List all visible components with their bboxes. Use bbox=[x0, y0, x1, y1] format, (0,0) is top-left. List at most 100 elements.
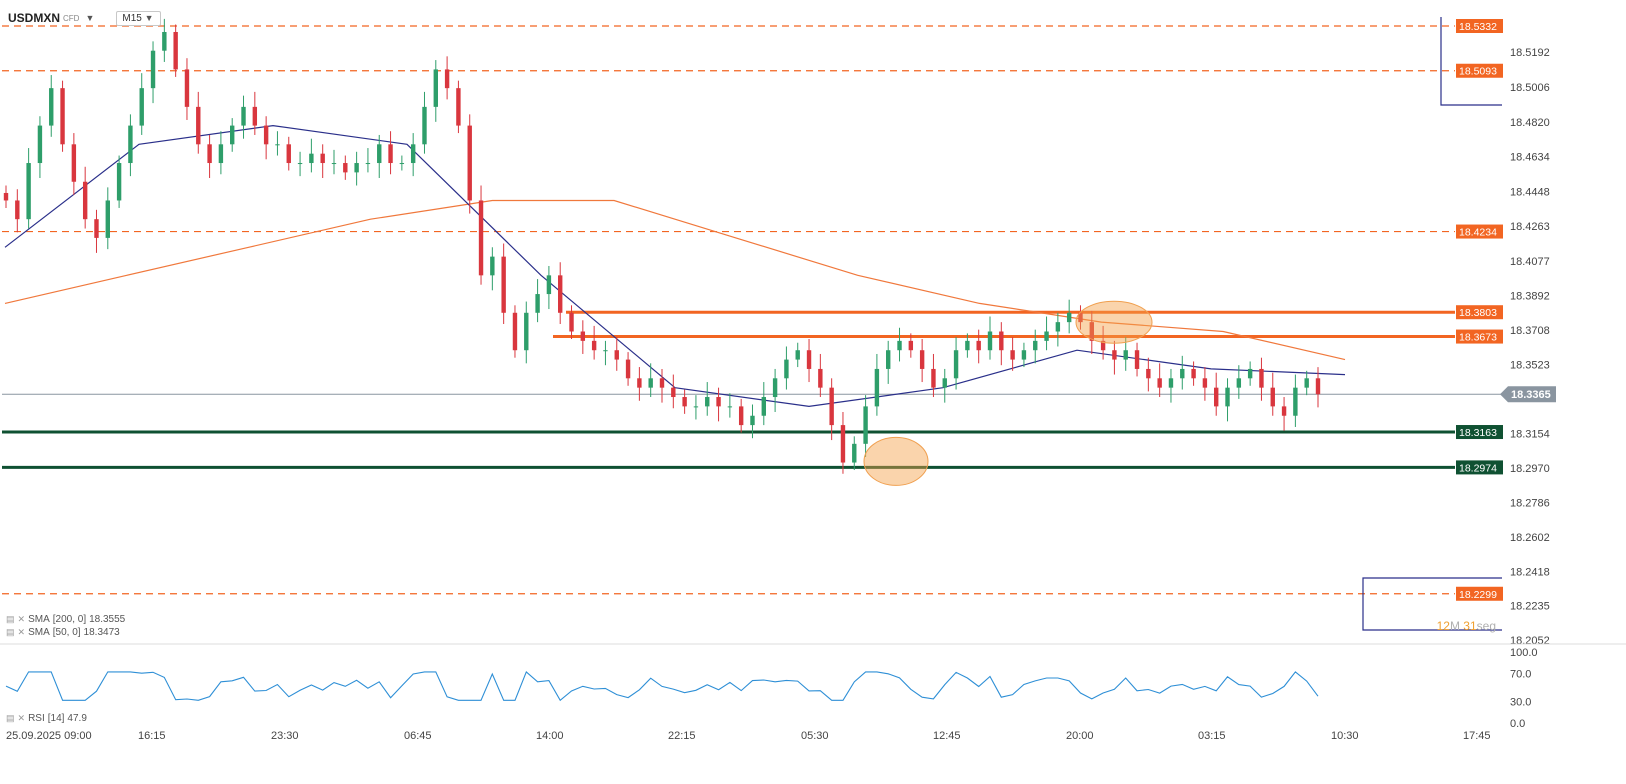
caret-down-icon[interactable]: ▼ bbox=[85, 13, 95, 23]
candle-body bbox=[275, 144, 280, 146]
candle bbox=[1191, 361, 1196, 386]
candle bbox=[365, 148, 371, 173]
candle-body bbox=[886, 350, 891, 369]
candle bbox=[1225, 378, 1230, 422]
candle bbox=[874, 353, 880, 416]
sma-50-legend[interactable]: ▤ ✕ SMA [50, 0] 18.3473 bbox=[6, 627, 120, 638]
rsi-tick-label: 100.0 bbox=[1510, 647, 1538, 659]
rsi-line bbox=[5, 670, 1319, 702]
sma-50-line bbox=[4, 124, 1346, 408]
candle-body bbox=[727, 406, 733, 408]
rsi-params: [14] bbox=[47, 713, 65, 724]
highlight-ellipses bbox=[863, 300, 1153, 486]
settings-icon[interactable]: ▤ bbox=[6, 713, 15, 723]
candle-body bbox=[806, 350, 812, 369]
candle-body bbox=[207, 144, 212, 164]
candle bbox=[671, 374, 676, 409]
candle-body bbox=[116, 163, 122, 201]
candle bbox=[150, 41, 156, 104]
candle bbox=[26, 148, 31, 229]
candle-body bbox=[1100, 340, 1106, 351]
candle-body bbox=[15, 200, 20, 220]
candle bbox=[15, 189, 20, 233]
range-bracket-top bbox=[1440, 17, 1502, 106]
x-tick-label: 05:30 bbox=[801, 730, 829, 742]
candle-body bbox=[1247, 368, 1253, 379]
price-axis: 18.5192 18.5006 18.4820 18.4634 18.4448 18.42… bbox=[1456, 19, 1556, 647]
symbol-name[interactable]: USDMXN bbox=[8, 11, 61, 25]
resistance-price-label: 18.3673 bbox=[1459, 332, 1497, 344]
rsi-tick-label: 30.0 bbox=[1510, 697, 1531, 709]
countdown-minutes: 12 bbox=[1436, 619, 1450, 633]
x-tick-label: 17:45 bbox=[1463, 730, 1491, 742]
candle bbox=[1270, 372, 1275, 416]
x-tick-label: 23:30 bbox=[271, 730, 299, 742]
dashed-price-label: 18.2299 bbox=[1459, 589, 1497, 601]
candle bbox=[795, 342, 800, 368]
settings-icon[interactable]: ▤ bbox=[6, 614, 15, 624]
candle bbox=[919, 338, 925, 383]
rsi-legend[interactable]: ▤ ✕ RSI [14] 47.9 bbox=[6, 713, 87, 724]
highlight-ellipse bbox=[863, 436, 929, 486]
candle-body bbox=[1146, 368, 1151, 379]
candle-body bbox=[772, 378, 778, 398]
candle-body bbox=[580, 331, 586, 341]
resistance-price-box bbox=[1456, 329, 1503, 344]
close-icon[interactable]: ✕ bbox=[17, 614, 26, 624]
candle-body bbox=[399, 163, 405, 165]
candle bbox=[320, 144, 325, 179]
sma-50-value: 18.3473 bbox=[83, 627, 120, 638]
close-icon[interactable]: ✕ bbox=[17, 713, 26, 723]
candle-body bbox=[37, 125, 43, 164]
candle bbox=[1066, 299, 1072, 334]
candle-body bbox=[1055, 322, 1061, 332]
settings-icon[interactable]: ▤ bbox=[6, 627, 15, 637]
candle bbox=[94, 209, 99, 253]
level-lines bbox=[2, 25, 1530, 595]
candle bbox=[60, 80, 65, 152]
candle bbox=[490, 247, 495, 291]
candle-body bbox=[874, 368, 880, 407]
candle bbox=[433, 60, 438, 122]
y-tick-label: 18.2052 bbox=[1510, 635, 1550, 647]
candle bbox=[184, 58, 190, 120]
candle-countdown: 12M 31seg bbox=[1437, 619, 1496, 633]
candle-body bbox=[1123, 350, 1128, 360]
candle-body bbox=[569, 312, 574, 332]
x-tick-label: 03:15 bbox=[1198, 730, 1226, 742]
x-tick-label: 25.09.2025 09:00 bbox=[6, 730, 92, 742]
candle-body bbox=[60, 88, 65, 145]
candle bbox=[331, 149, 337, 175]
sma-200-legend[interactable]: ▤ ✕ SMA [200, 0] 18.3555 bbox=[6, 614, 125, 625]
candle bbox=[1315, 367, 1321, 408]
support-price-box bbox=[1456, 460, 1503, 475]
close-icon[interactable]: ✕ bbox=[17, 627, 26, 637]
dashed-price-box bbox=[1456, 63, 1503, 78]
candle-body bbox=[433, 69, 438, 107]
candle-body bbox=[818, 368, 823, 388]
candle bbox=[625, 352, 631, 386]
candle bbox=[1157, 363, 1162, 398]
candle bbox=[1236, 365, 1242, 399]
candle bbox=[1202, 367, 1208, 401]
candle-body bbox=[863, 406, 868, 444]
candle bbox=[207, 134, 212, 179]
y-tick-label: 18.4448 bbox=[1510, 186, 1550, 198]
candle bbox=[569, 305, 574, 339]
x-tick-label: 14:00 bbox=[536, 730, 564, 742]
candle-body bbox=[1202, 378, 1208, 388]
candle bbox=[218, 131, 224, 175]
candle bbox=[1214, 372, 1219, 416]
candle-body bbox=[478, 200, 484, 276]
candle-body bbox=[693, 406, 699, 408]
candle-body bbox=[603, 350, 608, 352]
timeframe-select[interactable]: M15 ▼ bbox=[116, 10, 161, 26]
candle-body bbox=[263, 125, 269, 145]
candle bbox=[908, 333, 914, 358]
candle bbox=[252, 91, 258, 135]
candle bbox=[105, 187, 110, 250]
candle bbox=[852, 436, 857, 471]
candle bbox=[535, 279, 540, 323]
